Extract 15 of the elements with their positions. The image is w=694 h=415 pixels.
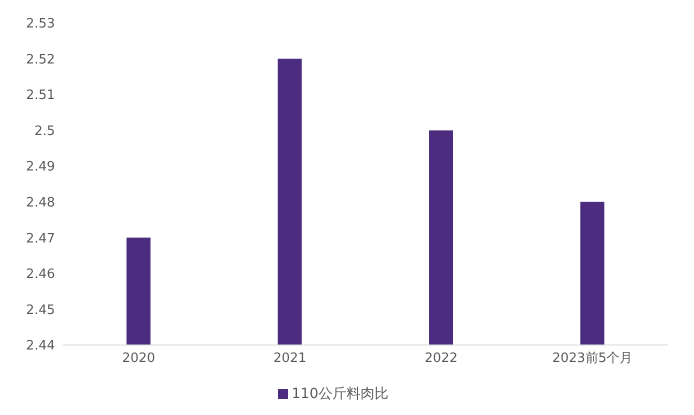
y-tick-label: 2.46 <box>26 267 55 282</box>
y-tick-label: 2.5 <box>34 124 55 139</box>
x-tick-label: 2022 <box>424 351 458 366</box>
x-tick-label: 2020 <box>122 351 156 366</box>
x-tick-label: 2023前5个月 <box>552 351 633 366</box>
x-tick-label: 2021 <box>273 351 306 366</box>
y-tick-label: 2.49 <box>26 160 55 175</box>
y-tick-label: 2.44 <box>26 338 55 354</box>
y-tick-label: 2.45 <box>26 302 55 318</box>
y-tick-label: 2.53 <box>26 16 55 32</box>
y-tick-label: 2.51 <box>26 88 55 104</box>
y-tick-label: 2.52 <box>26 52 55 68</box>
y-tick-label: 2.48 <box>26 196 55 211</box>
legend-label: 110公斤料肉比 <box>292 386 388 402</box>
y-tick-label: 2.47 <box>26 231 55 246</box>
